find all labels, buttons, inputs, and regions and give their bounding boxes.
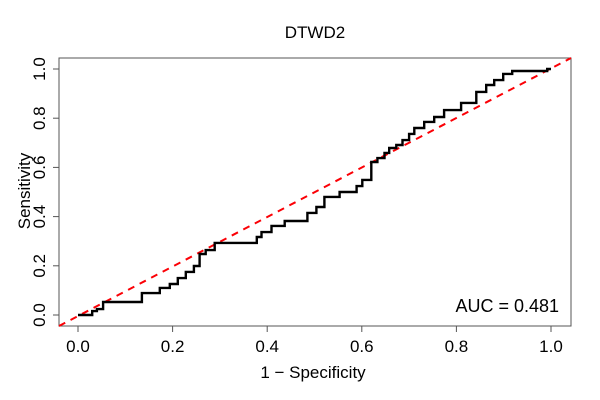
x-tick-label: 0.0 (66, 337, 90, 356)
x-axis-ticks: 0.0 0.2 0.4 0.6 0.8 1.0 (66, 326, 563, 356)
roc-curve-line (78, 67, 551, 317)
x-tick-label: 0.8 (445, 337, 469, 356)
y-tick-label: 0.4 (30, 205, 49, 229)
x-tick-label: 0.4 (255, 337, 279, 356)
y-axis-label: Sensitivity (15, 152, 34, 229)
auc-annotation: AUC = 0.481 (455, 296, 559, 316)
y-axis-ticks: 0.0 0.2 0.4 0.6 0.8 1.0 (30, 57, 59, 327)
y-tick-label: 0.8 (30, 106, 49, 130)
x-tick-label: 1.0 (539, 337, 563, 356)
y-tick-label: 0.2 (30, 254, 49, 278)
y-tick-label: 0.0 (30, 303, 49, 327)
y-tick-label: 0.6 (30, 156, 49, 180)
x-axis-label: 1 − Specificity (260, 363, 366, 382)
x-tick-label: 0.2 (161, 337, 185, 356)
chance-diagonal-line (58, 57, 572, 327)
y-tick-label: 1.0 (30, 57, 49, 81)
chart-title: DTWD2 (285, 23, 345, 42)
plot-box (58, 57, 572, 327)
x-tick-label: 0.6 (350, 337, 374, 356)
